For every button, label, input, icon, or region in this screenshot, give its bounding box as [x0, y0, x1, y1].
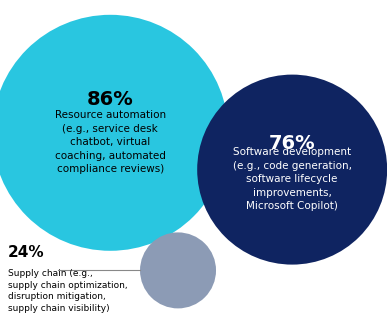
Text: 86%: 86% [87, 90, 134, 109]
Circle shape [0, 15, 228, 251]
Circle shape [197, 75, 387, 265]
Text: 76%: 76% [269, 133, 315, 153]
Text: Supply chain (e.g.,
supply chain optimization,
disruption mitigation,
supply cha: Supply chain (e.g., supply chain optimiz… [8, 269, 127, 313]
Text: Software development
(e.g., code generation,
software lifecycle
improvements,
Mi: Software development (e.g., code generat… [233, 147, 352, 211]
Text: 24%: 24% [8, 245, 45, 260]
Text: Resource automation
(e.g., service desk
chatbot, virtual
coaching, automated
com: Resource automation (e.g., service desk … [55, 110, 166, 174]
Circle shape [140, 232, 216, 308]
